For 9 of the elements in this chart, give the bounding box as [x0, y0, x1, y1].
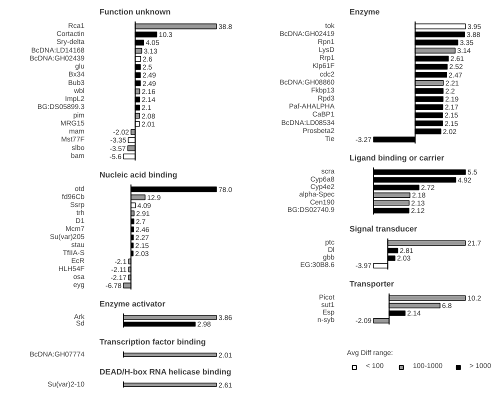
- text: Transcription factor binding: [100, 338, 206, 346]
- chart-title: Enzyme activator: [100, 300, 166, 308]
- chart-title: Signal transducer: [350, 224, 418, 234]
- chart-title: Function unknown: [100, 8, 171, 16]
- chart-title: Transporter: [350, 280, 394, 288]
- chart-title: Ligand binding or carrier: [350, 154, 444, 162]
- text: DEAD/H-box RNA helicase binding: [100, 368, 232, 376]
- chart-title: Nucleic acid binding: [100, 170, 178, 180]
- chart-title: Enzyme: [350, 8, 380, 16]
